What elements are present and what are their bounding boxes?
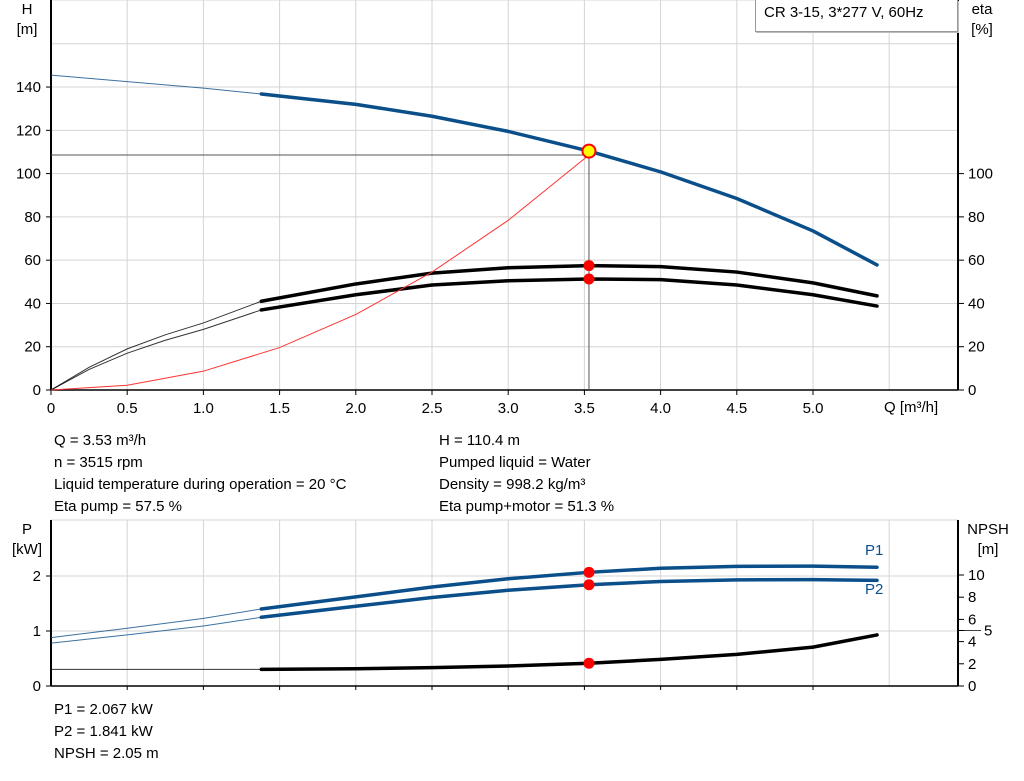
x-tick-label: 2.5 <box>422 400 443 417</box>
y2-tick-label: 80 <box>968 209 985 226</box>
x-tick-label: 0.5 <box>117 400 138 417</box>
y2-tick-label: 40 <box>968 295 985 312</box>
info-left: Q = 3.53 m³/h n = 3515 rpm Liquid temper… <box>54 430 346 518</box>
p2-value: P2 = 1.841 kW <box>54 723 153 740</box>
p1-value: P1 = 2.067 kW <box>54 701 153 718</box>
npsh-unit: [m] <box>977 541 999 558</box>
x-tick-label: 0 <box>47 400 55 417</box>
y-tick-label: 0 <box>33 382 41 399</box>
y2-tick-label: 20 <box>968 339 985 356</box>
y-tick-label: 140 <box>16 79 41 96</box>
p2-curve-thin <box>50 579 878 644</box>
y-tick-label: 100 <box>16 166 41 183</box>
y-tick-label: 80 <box>24 209 41 226</box>
p2-duty-point <box>583 579 595 591</box>
pumped-liquid-value: Pumped liquid = Water <box>439 454 591 471</box>
h-curve <box>259 92 879 267</box>
x-tick-label: 3.0 <box>498 400 519 417</box>
x-tick-label: 4.0 <box>650 400 671 417</box>
y-tick-label: 120 <box>16 122 41 139</box>
x-tick-label: 1.0 <box>193 400 214 417</box>
head-value: H = 110.4 m <box>439 432 521 449</box>
y2-tick-label: 0 <box>968 678 976 695</box>
y-tick-label: 60 <box>24 252 41 269</box>
p1-duty-point <box>583 566 595 578</box>
info-bottom: P1 = 2.067 kW P2 = 1.841 kW NPSH = 2.05 … <box>54 699 159 765</box>
x-tick-label: 4.5 <box>726 400 747 417</box>
q-axis-label: Q [m³/h] <box>884 399 939 416</box>
p-label: P <box>21 521 32 538</box>
y2-tick-label: 6 <box>968 611 976 628</box>
eta-label: eta <box>971 1 993 18</box>
duty-point <box>581 143 597 159</box>
p1-curve-thin <box>50 565 878 639</box>
system-curve-curve <box>50 154 590 391</box>
eta-pump-motor-value: Eta pump+motor = 51.3 % <box>439 498 615 515</box>
eta-pump-motor-curve-thin <box>50 278 878 391</box>
x-tick-label: 3.5 <box>574 400 595 417</box>
y2-tick-label: 2 <box>968 656 976 673</box>
y2-tick-label: 60 <box>968 252 985 269</box>
npsh-curve <box>259 633 879 672</box>
x-tick-label: 2.0 <box>345 400 366 417</box>
liquid-temperature-value: Liquid temperature during operation = 20… <box>54 476 347 493</box>
y-tick-label: 1 <box>33 623 41 640</box>
y-tick-label: 20 <box>24 339 41 356</box>
h-curve-thin <box>50 74 878 266</box>
x-tick-label: 1.5 <box>269 400 290 417</box>
npsh-value: NPSH = 2.05 m <box>54 745 159 762</box>
y-tick-label: 40 <box>24 295 41 312</box>
npsh-label: NPSH <box>967 521 1009 538</box>
h-axis-label: H [m] <box>12 0 42 40</box>
y-tick-label: 2 <box>33 568 41 585</box>
speed-value: n = 3515 rpm <box>54 454 143 471</box>
y2-tick-label: 8 <box>968 589 976 606</box>
flow-value: Q = 3.53 m³/h <box>54 432 147 449</box>
chart-title-box: CR 3-15, 3*277 V, 60Hz <box>755 0 958 32</box>
eta-unit: [%] <box>971 21 993 38</box>
h-unit: [m] <box>16 21 38 38</box>
eta-duty-point <box>583 273 595 285</box>
x-tick-label: 5.0 <box>803 400 824 417</box>
y2-tick-label: 10 <box>968 567 985 584</box>
p1-series-label: P1 <box>865 542 884 559</box>
y2-tick-label: 100 <box>968 166 993 183</box>
eta-axis-label: eta [%] <box>962 0 1002 40</box>
npsh-axis-label: NPSH [m] <box>962 520 1014 560</box>
npsh-duty-point <box>583 657 595 669</box>
p-axis-label: P [kW] <box>12 520 42 560</box>
y-tick-label: 0 <box>33 678 41 695</box>
p-unit: [kW] <box>12 541 42 558</box>
y2-tick-label: 0 <box>968 382 976 399</box>
density-value: Density = 998.2 kg/m³ <box>439 476 586 493</box>
h-label: H <box>21 1 33 18</box>
y2-tick-label: 5 <box>984 623 992 640</box>
p2-series-label: P2 <box>865 581 884 598</box>
eta-duty-point <box>583 260 595 272</box>
info-right: H = 110.4 m Pumped liquid = Water Densit… <box>439 430 614 518</box>
eta-pump-value: Eta pump = 57.5 % <box>54 498 182 515</box>
y2-tick-label: 4 <box>968 634 976 651</box>
